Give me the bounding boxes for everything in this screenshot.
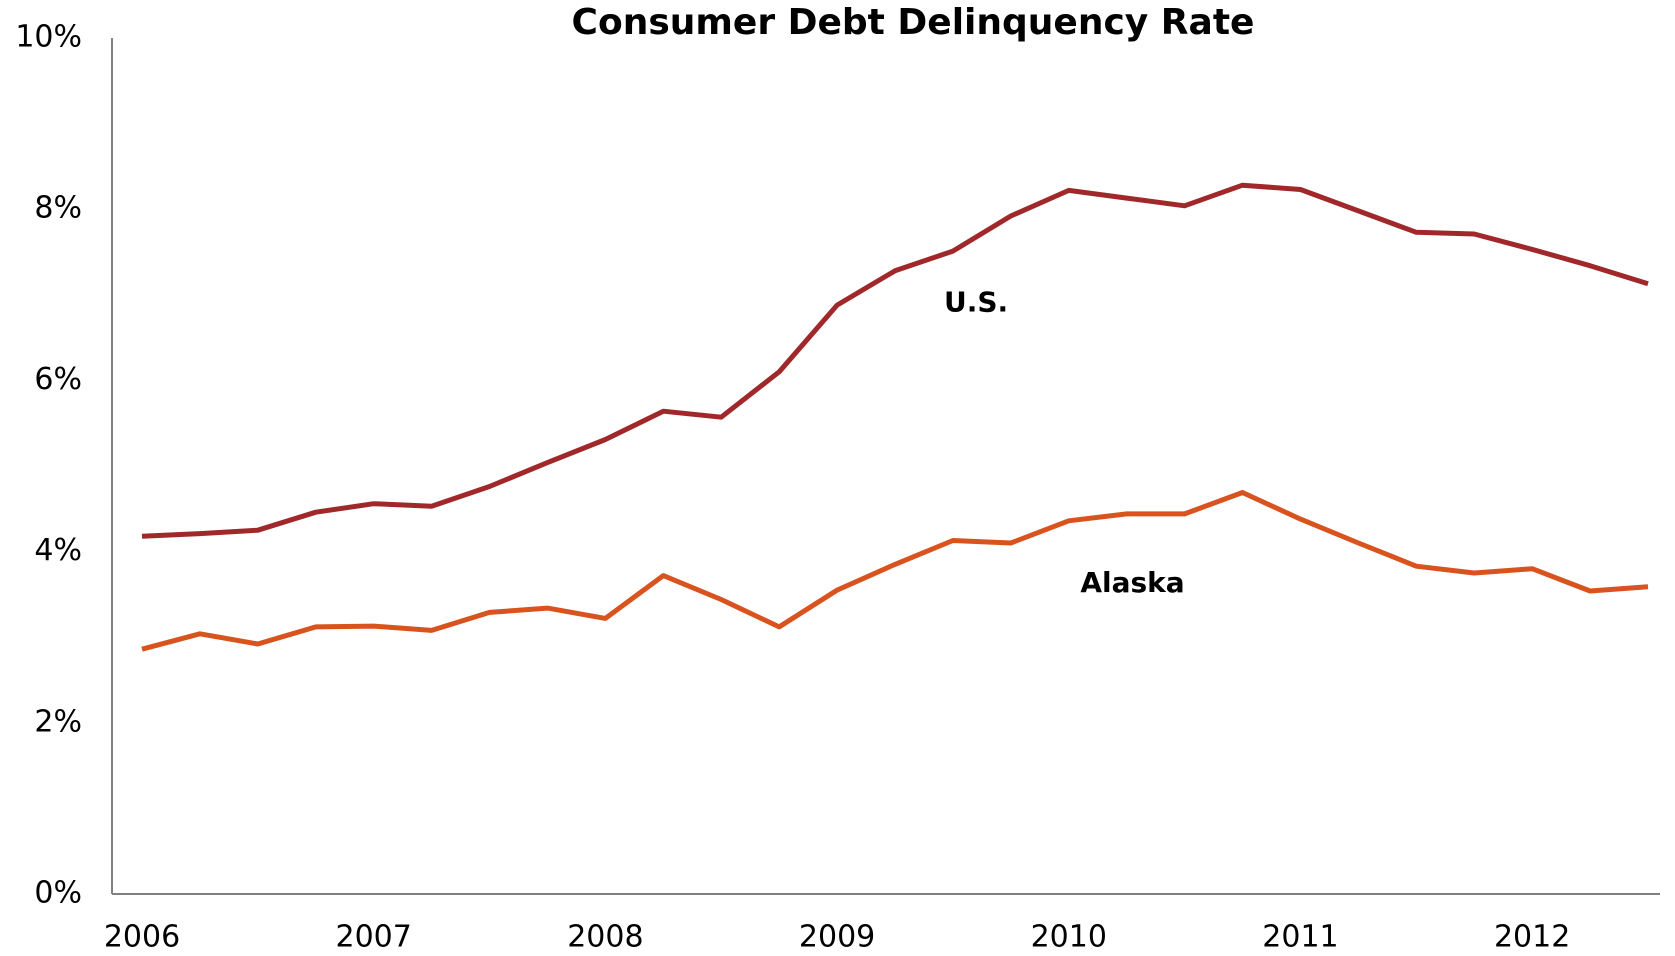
x-tick-label: 2009	[799, 920, 875, 955]
series-label: Alaska	[1080, 566, 1184, 599]
x-tick-label: 2011	[1262, 920, 1338, 955]
chart-title: Consumer Debt Delinquency Rate	[572, 2, 1255, 43]
series-line	[141, 182, 1649, 539]
y-tick-label: 10%	[15, 20, 82, 55]
y-tick-label: 6%	[34, 362, 82, 397]
x-tick-label: 2010	[1031, 920, 1107, 955]
series-label: U.S.	[944, 285, 1008, 318]
y-tick-label: 2%	[34, 704, 82, 739]
series-line	[141, 490, 1649, 652]
y-tick-label: 0%	[34, 876, 82, 911]
x-tick-label: 2007	[336, 920, 412, 955]
x-tick-label: 2012	[1494, 920, 1570, 955]
y-tick-label: 8%	[34, 191, 82, 226]
y-tick-label: 4%	[34, 533, 82, 568]
x-tick-label: 2008	[567, 920, 643, 955]
x-tick-label: 2006	[104, 920, 180, 955]
